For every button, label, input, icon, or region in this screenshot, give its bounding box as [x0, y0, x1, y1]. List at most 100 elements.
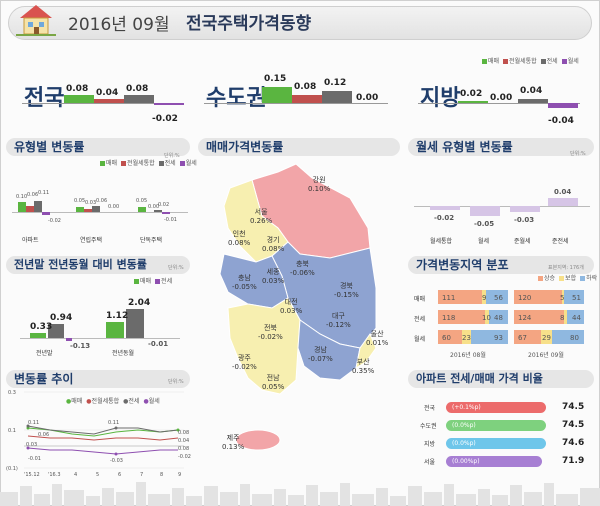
- category-rent-combined: 월세통합: [430, 238, 453, 245]
- value-apt-sale: 0.10: [16, 194, 28, 200]
- trend-xtick: 6: [118, 472, 122, 478]
- value-national-monthly: -0.02: [152, 114, 178, 124]
- dist-aug-monthly-down: [471, 330, 508, 344]
- bar-apt-monthly: [42, 212, 50, 215]
- ratio-change-capital: (0.0%p): [452, 422, 476, 429]
- bar-capital-jeonse: [322, 91, 352, 103]
- trend-legend: ●매매 ●전월세통합 ●전세 ●월세: [66, 398, 160, 405]
- page-title: 전국주택가격동향: [186, 14, 312, 34]
- bar-rent-semi-monthly: [510, 206, 540, 212]
- summary-label-local: 지방: [420, 86, 461, 111]
- value-row-monthly: 0.00: [108, 204, 120, 210]
- map-title: 매매가격변동률: [198, 138, 400, 156]
- value-row-sale: 0.05: [74, 198, 86, 204]
- bar-national-jeonse: [124, 95, 154, 103]
- distribution-legend: 상승 보합 하락: [538, 273, 597, 282]
- trend-point-label: 0.06: [38, 432, 50, 438]
- unit-label: 단위:%: [570, 151, 586, 157]
- trend-xtick: 9: [178, 472, 182, 478]
- trend-ytick: 0.1: [8, 428, 16, 434]
- region-gangwon: 강원 0.10%: [308, 176, 331, 193]
- ratio-title: 아파트 전세/매매 가격 비율: [408, 370, 594, 388]
- region-gyeongnam-shape: [297, 319, 361, 381]
- distribution-title: 가격변동지역 분포: [408, 256, 594, 274]
- bar-apt-jeonse: [34, 201, 42, 212]
- trend-point-label: 0.04: [178, 438, 190, 444]
- distribution-row-jeonse: 전세: [414, 316, 426, 323]
- value-yoy-month-jeonse: 2.04: [128, 298, 151, 308]
- value-apt-jeonse: 0.11: [38, 190, 50, 196]
- value-local-sale: 0.02: [460, 89, 483, 99]
- bar-row-sale: [76, 207, 84, 212]
- value-capital-jeonse: 0.12: [324, 78, 347, 88]
- trend-point-label: 0.11: [28, 420, 40, 426]
- trend-point-label: 0.11: [108, 420, 120, 426]
- category-rent-monthly: 월세: [478, 238, 490, 245]
- ratio-value-local: 74.6: [562, 438, 585, 448]
- trend-monthly-line: [27, 447, 178, 455]
- category-detached: 단독주택: [140, 237, 163, 244]
- dist-sep-monthly-flat-value: 29: [542, 334, 551, 342]
- value-rent-monthly: -0.05: [474, 220, 495, 228]
- dist-aug-jeonse-down: [489, 310, 508, 324]
- trend-chart: [24, 391, 184, 469]
- trend-jeonse-line: [27, 425, 179, 435]
- value-local-jeonse: 0.04: [520, 86, 543, 96]
- dist-aug-sale-up-value: 111: [442, 294, 456, 302]
- region-jeonnam: 전남 0.05%: [262, 374, 285, 391]
- summary-label-national: 전국: [24, 86, 65, 111]
- trend-ytick: 0.3: [8, 390, 16, 396]
- ratio-change-national: (+0.1%p): [452, 404, 481, 411]
- distribution-period-aug: 2016년 08월: [450, 352, 486, 359]
- category-rent-semi-jeonse: 준전세: [552, 238, 569, 245]
- value-rent-semi-monthly: -0.03: [514, 216, 535, 224]
- ratio-label-national: 전국: [424, 405, 436, 412]
- trend-title: 변동률 추이: [6, 370, 190, 388]
- summary-baseline: [22, 103, 184, 104]
- trend-monthly-point: [114, 452, 118, 456]
- dist-aug-jeonse-flat: [485, 310, 489, 324]
- value-detached-monthly: -0.01: [164, 217, 177, 223]
- bar-national-sale: [64, 95, 94, 103]
- value-local-combined: 0.00: [490, 93, 513, 103]
- category-row: 연립주택: [80, 237, 103, 244]
- dist-sep-monthly-flat: [541, 330, 552, 344]
- region-ulsan: 울산 0.01%: [366, 330, 389, 347]
- type-change-baseline: [12, 212, 188, 213]
- title-date: 2016년 09월: [68, 15, 170, 35]
- dist-sep-jeonse-down-value: 44: [572, 314, 581, 322]
- bar-local-monthly: [548, 103, 578, 108]
- bar-rent-semi-jeonse: [548, 198, 578, 206]
- trend-monthly-point: [26, 446, 30, 450]
- dist-sep-monthly-up: [514, 330, 541, 344]
- trend-sale-point: [176, 428, 180, 432]
- value-local-monthly: -0.04: [548, 116, 574, 126]
- value-apt-combined: 0.06: [27, 192, 39, 198]
- korea-map: [219, 163, 377, 451]
- region-gyeonggi: 경기 0.08%: [262, 236, 285, 253]
- value-capital-sale: 0.15: [264, 74, 287, 84]
- bar-row-combined: [84, 209, 92, 212]
- bar-national-combined: [94, 99, 124, 103]
- trend-jeonse-point: [26, 424, 30, 428]
- value-detached-sale: 0.05: [136, 198, 148, 204]
- region-busan-shape: [355, 332, 377, 370]
- ratio-value-capital: 74.5: [562, 420, 585, 430]
- dist-sep-monthly-down-value: 80: [570, 334, 579, 342]
- summary-baseline: [418, 103, 580, 104]
- monthly-rent-title: 월세 유형별 변동률: [408, 138, 594, 156]
- trend-point-label: -0.03: [110, 458, 123, 464]
- bar-capital-sale: [262, 87, 292, 103]
- bar-yoy-month-jeonse: [126, 309, 144, 338]
- bar-yoy-month-sale: [106, 322, 124, 338]
- region-gyeongbuk: 경북 -0.15%: [334, 282, 359, 299]
- value-rent-semi-jeonse: 0.04: [554, 188, 572, 196]
- yoy-baseline: [20, 338, 180, 339]
- unit-label: 단위:%: [168, 265, 184, 271]
- trend-point-label: -0.01: [28, 456, 41, 462]
- trend-point-label: 0.03: [26, 442, 38, 448]
- distribution-period-sep: 2016년 09월: [528, 352, 564, 359]
- dist-aug-monthly-down-value: 93: [494, 334, 503, 342]
- dist-aug-monthly-flat: [462, 330, 471, 344]
- header-bar: [8, 6, 592, 40]
